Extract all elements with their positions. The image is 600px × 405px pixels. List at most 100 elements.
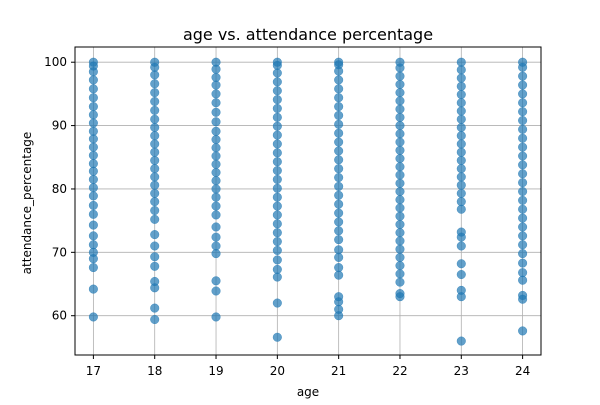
data-point [211,98,221,108]
data-point [150,214,160,224]
data-point [334,262,344,273]
data-point [211,134,221,145]
data-point [456,114,466,124]
axis-ticks: 17 18 19 20 21 22 23 24 60 70 80 90 100 [44,55,530,378]
data-point [395,104,405,114]
data-point [456,106,466,116]
data-point [88,166,98,176]
data-point [518,195,528,205]
data-point [334,190,344,200]
data-point [88,174,98,185]
data-point [88,240,98,250]
data-point [88,262,98,273]
data-point [272,183,282,193]
data-point [456,180,466,190]
data-point [150,131,160,141]
data-point [211,210,221,220]
data-point [272,272,282,282]
data-point [211,89,221,99]
data-point [211,201,221,211]
x-tick-label: 20 [270,364,285,378]
data-point [518,222,528,232]
data-point [272,57,282,67]
data-point [211,126,221,136]
data-point [395,203,405,213]
x-axis-label: age [297,385,319,399]
data-point [150,205,160,216]
x-tick-label: 18 [147,364,162,378]
data-point [88,247,98,257]
data-point [395,79,405,89]
data-point [456,155,466,165]
data-point [88,142,98,152]
data-point [88,312,98,322]
data-point [150,314,160,325]
data-point [211,249,221,259]
data-point [211,286,221,296]
data-point [518,231,528,241]
data-point [211,232,221,242]
data-point [272,130,282,140]
data-point [395,121,405,131]
data-point [88,93,98,103]
data-point [211,184,221,194]
data-point [395,137,405,147]
data-point [518,57,528,67]
data-point [88,134,98,144]
data-point [88,183,98,193]
data-point [518,142,528,152]
data-point [456,139,466,149]
data-point [272,174,282,185]
data-point [518,240,528,250]
data-point [150,180,160,190]
data-point [88,126,98,136]
data-point [456,73,466,83]
data-point [150,261,160,271]
data-point [272,68,282,78]
data-point [150,230,160,240]
data-point [211,241,221,251]
data-point [334,137,344,147]
data-point [272,148,282,158]
data-point [88,284,98,294]
data-point [456,197,466,207]
data-point [456,241,466,251]
data-point [211,222,221,232]
data-point [272,237,282,247]
data-point [150,147,160,157]
data-point [272,298,282,308]
data-point [456,147,466,157]
data-point [88,118,98,128]
data-point [518,178,528,188]
plot-frame [74,46,542,356]
data-point [518,268,528,278]
data-point [211,57,221,67]
data-point [211,72,221,82]
data-point [395,269,405,279]
data-point [334,304,344,314]
data-point [395,228,405,238]
data-point [518,186,528,197]
data-point [211,143,221,153]
data-point [334,119,344,129]
data-point [334,102,344,112]
data-point [518,326,528,336]
data-point [334,252,344,262]
data-point [150,155,160,165]
data-point [518,133,528,143]
data-point [272,255,282,265]
data-point [334,110,344,120]
data-point [518,275,528,285]
data-point [150,276,160,287]
data-point [334,93,344,103]
data-point [395,153,405,164]
data-point [518,249,528,259]
data-point [211,80,221,90]
data-point [88,191,98,201]
data-point [272,95,282,105]
data-point [88,102,98,112]
data-point [272,201,282,211]
